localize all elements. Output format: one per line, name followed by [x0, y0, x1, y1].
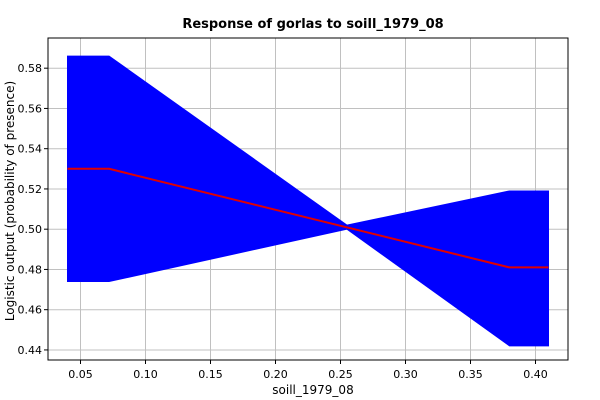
plot-frame — [47, 37, 569, 361]
x-tick-label: 0.40 — [523, 368, 548, 381]
x-tick-label: 0.25 — [328, 368, 353, 381]
y-tick-label: 0.48 — [18, 263, 43, 276]
y-axis-ticks: 0.44 0.46 0.48 0.50 0.52 0.54 0.56 0.58 — [18, 62, 48, 357]
y-axis-label: Logistic output (probability of presence… — [3, 81, 17, 321]
y-tick-label: 0.52 — [18, 183, 43, 196]
x-tick-label: 0.20 — [263, 368, 288, 381]
y-tick-label: 0.54 — [18, 143, 43, 156]
y-tick-label: 0.44 — [18, 344, 43, 357]
y-tick-label: 0.56 — [18, 102, 43, 115]
confidence-band — [67, 55, 549, 347]
x-tick-label: 0.30 — [393, 368, 418, 381]
x-tick-label: 0.35 — [458, 368, 483, 381]
x-tick-label: 0.05 — [68, 368, 93, 381]
y-tick-label: 0.58 — [18, 62, 43, 75]
chart-title: Response of gorlas to soill_1979_08 — [182, 17, 443, 32]
y-tick-label: 0.50 — [18, 223, 43, 236]
x-tick-label: 0.10 — [133, 368, 158, 381]
x-axis-label: soill_1979_08 — [272, 383, 353, 397]
mean-response-line — [67, 167, 549, 269]
x-axis-ticks: 0.05 0.10 0.15 0.20 0.25 0.30 0.35 0.40 — [68, 360, 548, 381]
x-tick-label: 0.15 — [198, 368, 223, 381]
y-tick-label: 0.46 — [18, 304, 43, 317]
